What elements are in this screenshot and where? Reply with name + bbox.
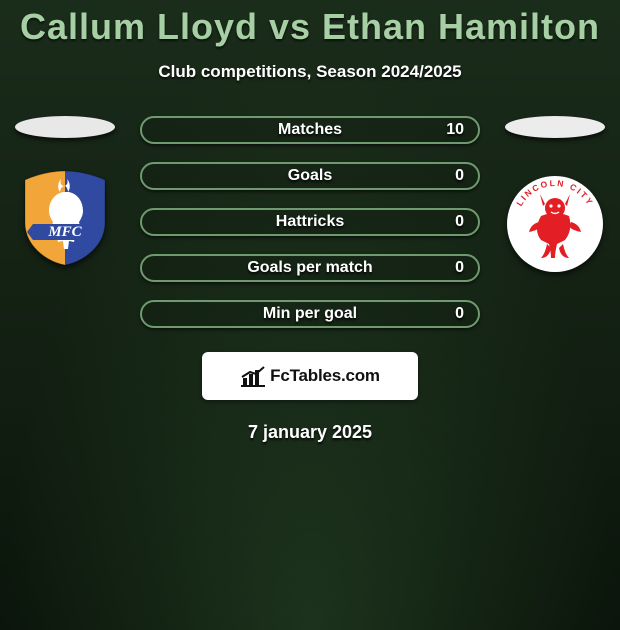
round-crest-icon: LINCOLN CITY xyxy=(505,174,605,274)
right-crest: LINCOLN CITY xyxy=(505,174,605,274)
stat-pill: Goals per match 0 xyxy=(140,254,480,282)
page-subtitle: Club competitions, Season 2024/2025 xyxy=(0,62,620,82)
stat-label: Min per goal xyxy=(263,305,357,323)
stat-value-right: 0 xyxy=(455,305,464,323)
stat-label: Matches xyxy=(278,121,342,139)
stat-pill: Goals 0 xyxy=(140,162,480,190)
stat-pill: Min per goal 0 xyxy=(140,300,480,328)
brand-text: FcTables.com xyxy=(270,366,380,386)
left-player-column: MFC xyxy=(10,116,120,268)
bar-chart-icon xyxy=(240,365,266,387)
stat-pill: Matches 10 xyxy=(140,116,480,144)
stat-pill: Hattricks 0 xyxy=(140,208,480,236)
page-title: Callum Lloyd vs Ethan Hamilton xyxy=(0,6,620,48)
left-oval xyxy=(15,116,115,138)
shield-icon: MFC xyxy=(15,168,115,268)
stat-label: Goals xyxy=(288,167,332,185)
left-crest: MFC xyxy=(15,168,115,268)
stat-value-right: 0 xyxy=(455,167,464,185)
stat-label: Hattricks xyxy=(276,213,344,231)
stat-value-right: 0 xyxy=(455,259,464,277)
comparison-row: MFC Matches10Goals0Hattricks0Goals per m… xyxy=(0,116,620,328)
right-player-column: LINCOLN CITY xyxy=(500,116,610,274)
svg-text:MFC: MFC xyxy=(47,224,82,240)
stats-column: Matches10Goals0Hattricks0Goals per match… xyxy=(140,116,480,328)
stat-value-right: 10 xyxy=(446,121,464,139)
brand-badge: FcTables.com xyxy=(202,352,418,400)
date-text: 7 january 2025 xyxy=(0,422,620,443)
stat-value-right: 0 xyxy=(455,213,464,231)
right-oval xyxy=(505,116,605,138)
stat-label: Goals per match xyxy=(247,259,372,277)
